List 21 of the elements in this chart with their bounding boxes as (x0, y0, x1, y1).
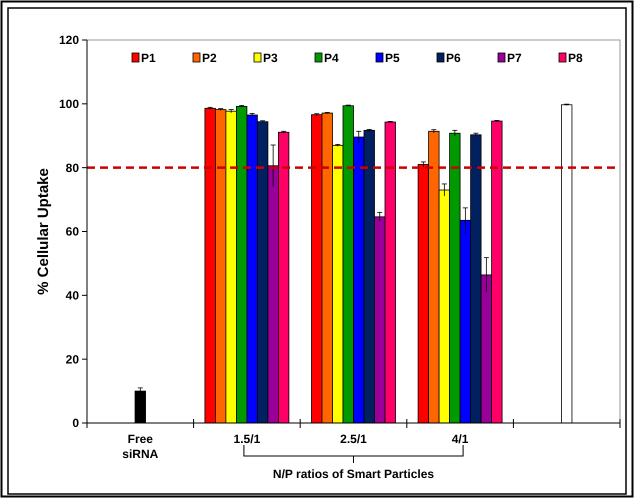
y-tick-label: 60 (66, 224, 80, 239)
y-tick-label: 40 (66, 288, 80, 303)
y-axis-title: % Cellular Uptake (35, 168, 52, 295)
legend-label: P8 (568, 51, 584, 66)
x-tick-label: Free siRNA (122, 432, 159, 461)
legend-label: P1 (141, 51, 156, 66)
legend-label: P7 (507, 51, 522, 66)
x-tick-label: 4/1 (452, 432, 469, 446)
legend-label: P5 (385, 51, 400, 66)
y-tick-label: 0 (72, 416, 80, 430)
text: N/P ratios of Smart Particles (272, 467, 434, 481)
legend-label: P3 (263, 51, 278, 66)
legend-label: P6 (446, 51, 462, 66)
y-tick-label: 120 (58, 33, 80, 48)
legend-label: P2 (202, 51, 218, 66)
x-tick-label: 2.5/1 (340, 432, 368, 446)
y-tick-label: 100 (58, 97, 80, 112)
x-tick-label: 1.5/1 (234, 432, 261, 446)
y-tick-label: 20 (66, 352, 80, 366)
y-tick-label: 80 (66, 160, 80, 175)
legend-label: P4 (324, 51, 340, 66)
